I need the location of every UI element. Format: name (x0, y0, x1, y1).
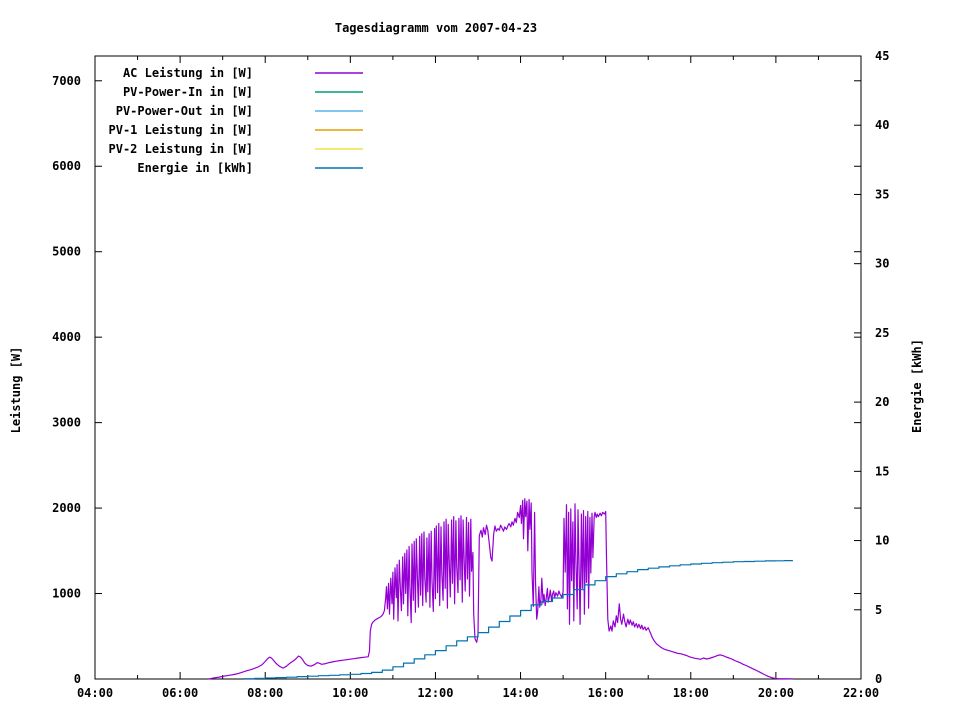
y-left-tick-label: 4000 (52, 330, 81, 344)
y-right-tick-label: 40 (875, 118, 889, 132)
y-right-tick-label: 35 (875, 187, 889, 201)
x-tick-label: 10:00 (332, 686, 368, 700)
y-right-tick-label: 45 (875, 49, 889, 63)
x-tick-label: 14:00 (502, 686, 538, 700)
legend-label-1: PV-Power-In in [W] (123, 85, 253, 99)
x-tick-label: 12:00 (417, 686, 453, 700)
y-right-tick-label: 0 (875, 672, 882, 686)
y-right-tick-label: 10 (875, 534, 889, 548)
legend-label-5: Energie in [kWh] (137, 161, 253, 175)
y-right-tick-label: 30 (875, 257, 889, 271)
y-left-tick-label: 3000 (52, 416, 81, 430)
y-left-tick-label: 2000 (52, 501, 81, 515)
y-right-tick-label: 5 (875, 603, 882, 617)
x-tick-label: 08:00 (247, 686, 283, 700)
y-left-tick-label: 6000 (52, 159, 81, 173)
y-right-tick-label: 15 (875, 464, 889, 478)
x-tick-label: 20:00 (758, 686, 794, 700)
y-right-tick-label: 25 (875, 326, 889, 340)
legend-label-4: PV-2 Leistung in [W] (109, 142, 254, 156)
x-tick-label: 04:00 (77, 686, 113, 700)
x-tick-label: 22:00 (843, 686, 879, 700)
y-right-tick-label: 20 (875, 395, 889, 409)
series-line-5 (243, 560, 793, 680)
chart-title: Tagesdiagramm vom 2007-04-23 (334, 21, 538, 35)
x-tick-label: 06:00 (162, 686, 198, 700)
y-left-tick-label: 5000 (52, 245, 81, 259)
x-tick-label: 18:00 (673, 686, 709, 700)
y-left-tick-label: 1000 (52, 587, 81, 601)
y-left-tick-label: 0 (74, 672, 81, 686)
legend-label-2: PV-Power-Out in [W] (116, 104, 253, 118)
y-left-tick-label: 7000 (52, 74, 81, 88)
x-tick-label: 16:00 (588, 686, 624, 700)
legend-label-3: PV-1 Leistung in [W] (109, 123, 254, 137)
series-line-0 (208, 498, 793, 680)
legend-label-0: AC Leistung in [W] (123, 66, 253, 80)
